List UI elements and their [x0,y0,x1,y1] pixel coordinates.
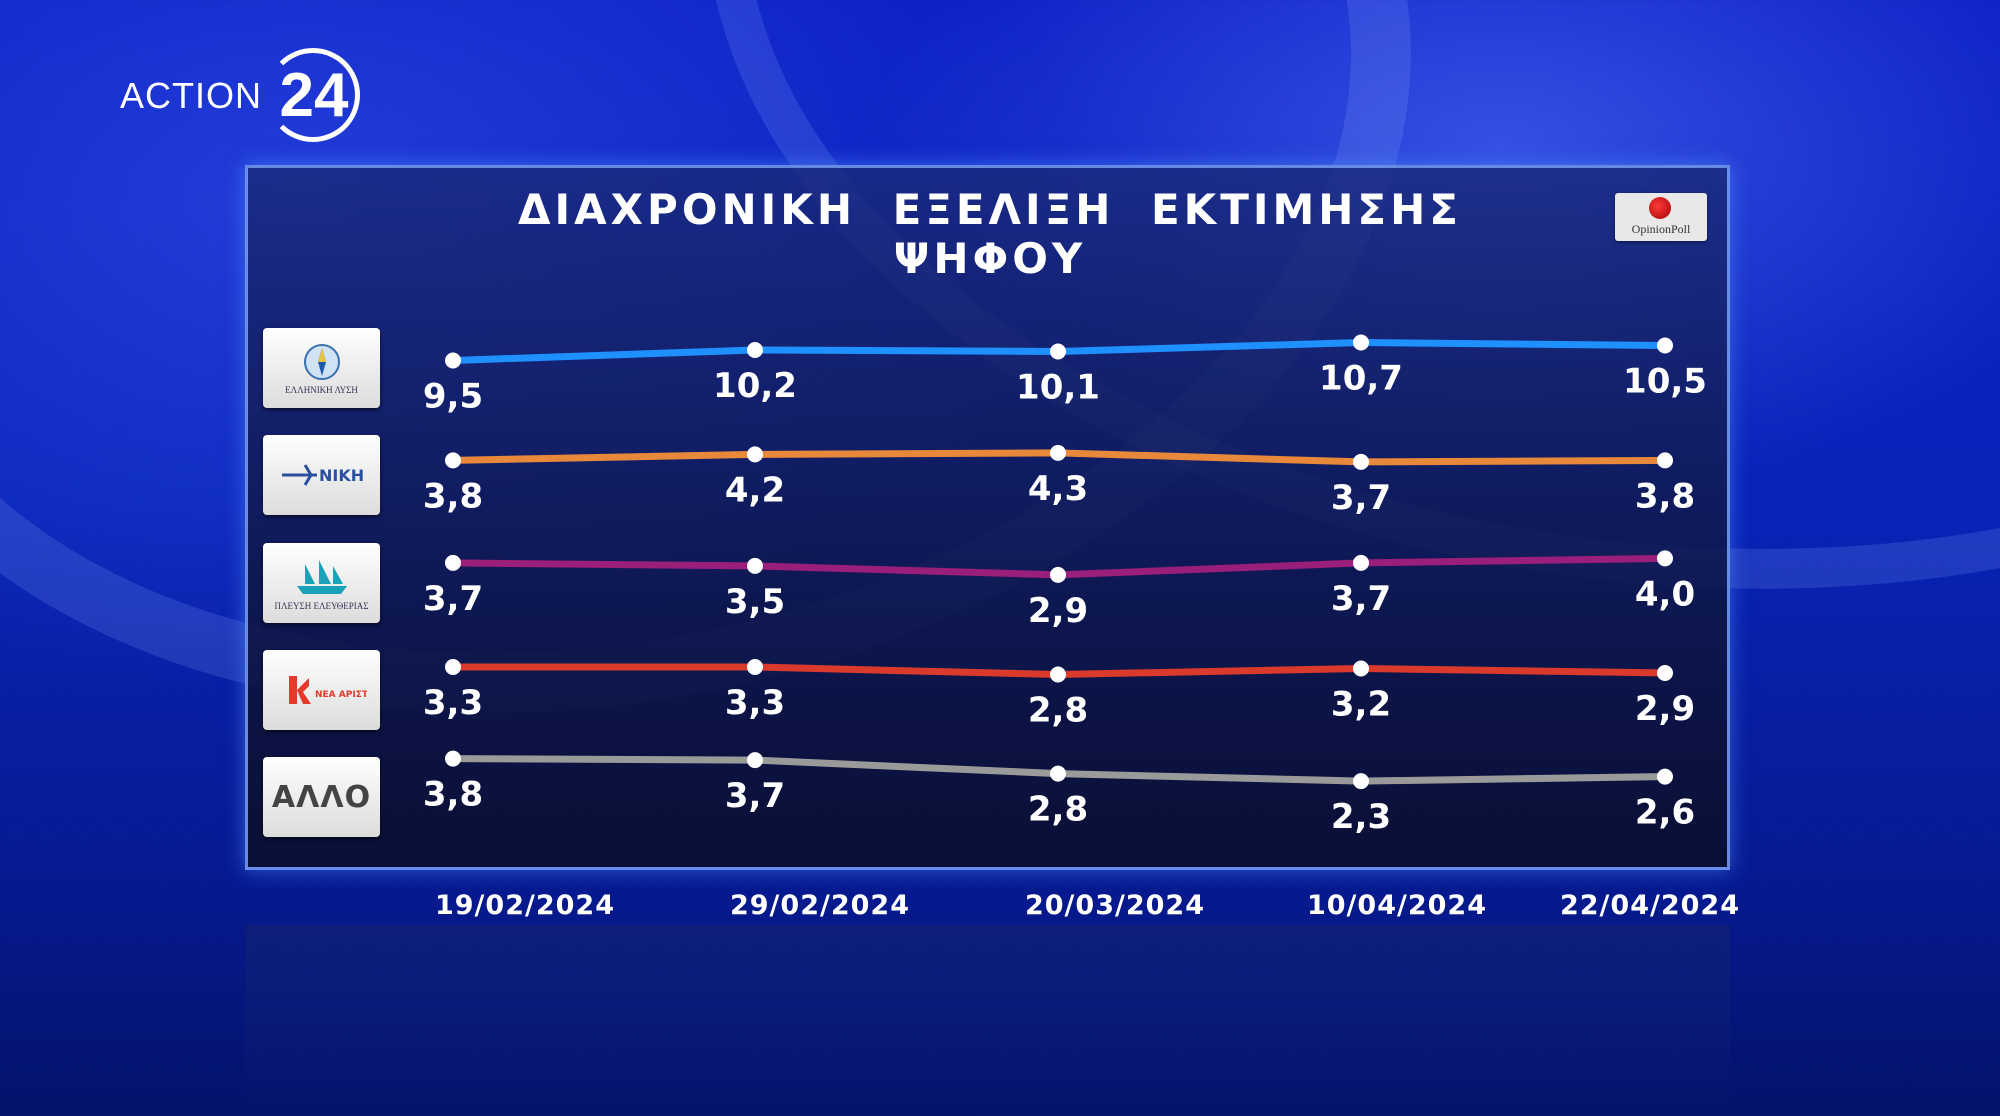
data-label: 2,9 [1028,591,1088,631]
party-logo-niki: ΝΙΚΗ [263,435,380,515]
data-label: 3,7 [725,776,785,816]
niki-text: ΝΙΚΗ [319,466,364,485]
data-label: 3,8 [423,775,483,815]
data-point [1050,343,1066,360]
x-tick-label: 29/02/2024 [729,890,910,921]
data-label: 2,3 [1331,797,1391,837]
x-tick-label: 19/02/2024 [434,890,615,921]
data-point [747,446,763,463]
chart-panel [245,165,1730,870]
plefsi-ship-icon [296,559,347,594]
data-label: 3,3 [423,683,483,723]
data-label: 10,5 [1623,362,1707,402]
niki-icon: ΝΙΚΗ [281,464,364,486]
data-point [747,659,763,675]
data-label: 2,8 [1028,691,1088,731]
party-logo-nea-aristera: ΝΕΑ ΑΡΙΣΤΕΡΑ [263,650,380,730]
channel-number: 24 [266,48,362,144]
data-point [1050,444,1066,461]
data-label: 4,2 [725,470,785,510]
data-point [747,752,763,769]
data-label: 2,6 [1635,793,1695,833]
x-tick-label: 22/04/2024 [1559,890,1740,921]
channel-logo: ACTION 24 [120,48,362,144]
data-point [1657,550,1673,567]
data-point [445,554,461,571]
data-label: 3,8 [1635,476,1695,516]
data-label: 3,5 [725,582,785,622]
data-point [445,750,461,767]
opinionpoll-dot-icon [1649,197,1671,219]
data-point [445,659,461,675]
allo-label: ΑΛΛΟ [271,779,372,815]
data-point [747,557,763,574]
data-point [1353,334,1369,351]
data-point [747,342,763,358]
data-point [1353,773,1369,790]
panel-reflection [245,925,1730,1116]
data-label: 10,7 [1319,359,1403,399]
elliniki-lysi-icon [303,343,340,380]
data-label: 10,2 [713,366,797,406]
data-point [1050,765,1066,782]
channel-name: ACTION [120,75,263,116]
channel-ring-icon [266,48,361,142]
data-label: 3,2 [1331,685,1391,725]
party-logo-allo: ΑΛΛΟ [263,757,380,837]
data-point [1050,666,1066,683]
opinionpoll-text: OpinionPoll [1631,222,1691,236]
data-point [1050,566,1066,583]
data-label: 3,7 [1331,478,1391,518]
x-tick-label: 20/03/2024 [1024,890,1205,921]
nea-aristera-text: ΝΕΑ ΑΡΙΣΤΕΡΑ [315,690,367,700]
data-label: 3,7 [1331,579,1391,619]
elliniki-lysi-caption: ΕΛΛΗΝΙΚΗ ΛΥΣΗ [285,384,358,395]
data-point [445,452,461,469]
data-label: 3,3 [725,683,785,723]
nea-aristera-icon: ΝΕΑ ΑΡΙΣΤΕΡΑ [288,676,367,704]
data-point [1657,452,1673,469]
data-label: 9,5 [423,377,483,417]
data-point [1353,554,1369,571]
data-label: 4,3 [1028,469,1088,509]
party-logo-elliniki-lysi: ΕΛΛΗΝΙΚΗ ΛΥΣΗ [263,328,380,408]
data-point [1353,660,1369,677]
chart-title: ΔΙΑΧΡΟΝΙΚΗ ΕΞΕΛΙΞΗ ΕΚΤΙΜΗΣΗΣ ΨΗΦΟΥ [518,185,1462,283]
opinionpoll-badge: OpinionPoll [1615,193,1707,241]
data-label: 4,0 [1635,574,1695,614]
data-label: 10,1 [1016,368,1100,408]
data-label: 2,9 [1635,689,1695,729]
x-tick-label: 10/04/2024 [1306,890,1487,921]
data-label: 3,8 [423,476,483,516]
party-logo-plefsi-eleftherias: ΠΛΕΥΣΗ ΕΛΕΥΘΕΡΙΑΣ [263,543,380,623]
data-point [1353,453,1369,470]
data-point [1657,768,1673,785]
data-point [1657,665,1673,681]
data-point [445,352,461,369]
plefsi-caption: ΠΛΕΥΣΗ ΕΛΕΥΘΕΡΙΑΣ [274,600,369,611]
data-label: 2,8 [1028,790,1088,830]
data-label: 3,7 [423,579,483,619]
data-point [1657,337,1673,354]
